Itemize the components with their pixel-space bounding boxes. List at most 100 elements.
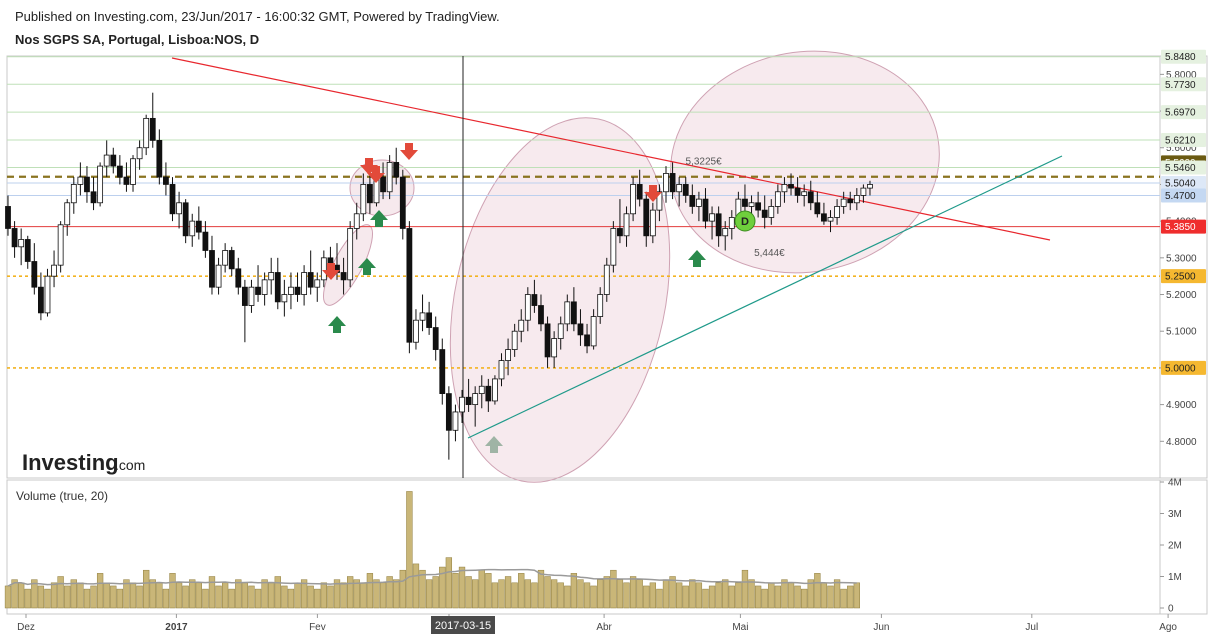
- candle-body: [432, 327, 439, 350]
- time-tick-label: 2017: [165, 622, 188, 633]
- candle-body: [557, 323, 564, 339]
- buy-arrow-icon: [485, 436, 503, 453]
- volume-bar: [83, 588, 91, 609]
- candle-body: [801, 191, 808, 196]
- candle-body: [110, 154, 117, 167]
- candle-body: [24, 239, 31, 262]
- candle-body: [702, 198, 709, 222]
- volume-bar: [50, 582, 58, 609]
- candle-body: [301, 272, 308, 295]
- candle-body: [544, 323, 551, 358]
- volume-bar: [261, 579, 268, 609]
- volume-bar: [722, 579, 729, 609]
- price-label: 5.7730: [1165, 80, 1196, 91]
- volume-bar: [689, 579, 696, 609]
- volume-bars: [4, 491, 860, 609]
- candle-body: [90, 191, 97, 204]
- candle-body: [834, 206, 840, 218]
- volume-title: Volume (true, 20): [16, 489, 108, 503]
- candle-body: [570, 301, 577, 325]
- volume-bar: [208, 576, 216, 609]
- volume-bar: [37, 585, 45, 609]
- volume-bar: [248, 585, 255, 609]
- volume-bar: [715, 582, 722, 609]
- volume-bar: [353, 579, 360, 609]
- candle-body: [176, 202, 182, 215]
- price-label: 5.8480: [1165, 52, 1196, 63]
- dividend-marker[interactable]: D: [734, 210, 756, 232]
- price-annotation: 5,444€: [754, 248, 785, 259]
- candle-body: [788, 184, 794, 189]
- candle-body: [268, 272, 275, 281]
- volume-bar: [18, 582, 25, 609]
- support-trendline: [467, 155, 1063, 439]
- candle-body: [860, 187, 867, 196]
- price-label-box: [1161, 269, 1206, 284]
- time-tick-label: Mai: [732, 622, 748, 633]
- price-label-box: [1161, 105, 1206, 120]
- time-tick-label: Jun: [873, 622, 889, 633]
- price-label: 5.2500: [1165, 272, 1196, 283]
- volume-bar: [366, 573, 374, 609]
- volume-bar: [432, 576, 439, 609]
- candle-body: [44, 275, 51, 314]
- volume-bar: [300, 579, 308, 609]
- candle-body: [38, 286, 44, 314]
- horizontal-levels: [7, 56, 1160, 369]
- candle-body: [597, 294, 604, 317]
- candle-body: [413, 319, 419, 343]
- candle-body: [551, 338, 558, 358]
- volume-bar: [511, 582, 518, 609]
- candle-body: [511, 330, 518, 350]
- candle-body: [636, 184, 643, 200]
- volume-tick-label: 4M: [1168, 478, 1182, 489]
- candle-body: [215, 264, 222, 288]
- candle-body: [577, 323, 584, 336]
- volume-bar: [254, 588, 262, 609]
- volume-bar: [761, 588, 768, 609]
- volume-bar: [623, 582, 630, 609]
- candle-body: [281, 294, 288, 303]
- candle-body: [182, 202, 189, 237]
- candle-body: [728, 217, 735, 229]
- candle-body: [261, 279, 268, 295]
- volume-bar: [531, 582, 538, 609]
- candle-body: [5, 206, 11, 229]
- volume-bar: [853, 582, 860, 609]
- volume-bar: [445, 557, 453, 609]
- volume-bar: [820, 582, 828, 609]
- candle-body: [531, 294, 538, 306]
- chart-title: Nos SGPS SA, Portugal, Lisboa:NOS, D: [15, 32, 260, 47]
- candle-body: [209, 250, 215, 288]
- sell-arrow-icon: [360, 158, 378, 175]
- candle-body: [840, 198, 847, 207]
- price-label-box: [1161, 188, 1206, 203]
- volume-bar: [708, 585, 716, 609]
- candle-body: [485, 385, 492, 402]
- price-label-box: [1161, 360, 1206, 375]
- candle-body: [682, 184, 689, 196]
- candle-body: [505, 349, 511, 361]
- volume-bar: [347, 576, 354, 609]
- volume-bar: [570, 573, 578, 609]
- candle-body: [492, 378, 498, 402]
- signal-arrows: [322, 143, 706, 453]
- candle-body: [84, 176, 90, 193]
- volume-tick-label: 1M: [1168, 572, 1182, 583]
- buy-arrow-icon: [688, 250, 706, 267]
- volume-bar: [340, 582, 347, 609]
- volume-bar: [24, 588, 31, 609]
- candle-body: [353, 213, 360, 229]
- price-label: 5.6210: [1165, 136, 1196, 147]
- volume-bar: [695, 582, 703, 609]
- candle-body: [478, 385, 485, 394]
- volume-bar: [557, 582, 564, 609]
- time-tick-label: Ago: [1159, 622, 1177, 633]
- volume-bar: [90, 585, 97, 609]
- volume-bar: [807, 579, 814, 609]
- volume-bar: [564, 585, 571, 609]
- volume-bar: [452, 573, 459, 609]
- candle-body: [649, 209, 656, 237]
- volume-bar: [4, 585, 12, 609]
